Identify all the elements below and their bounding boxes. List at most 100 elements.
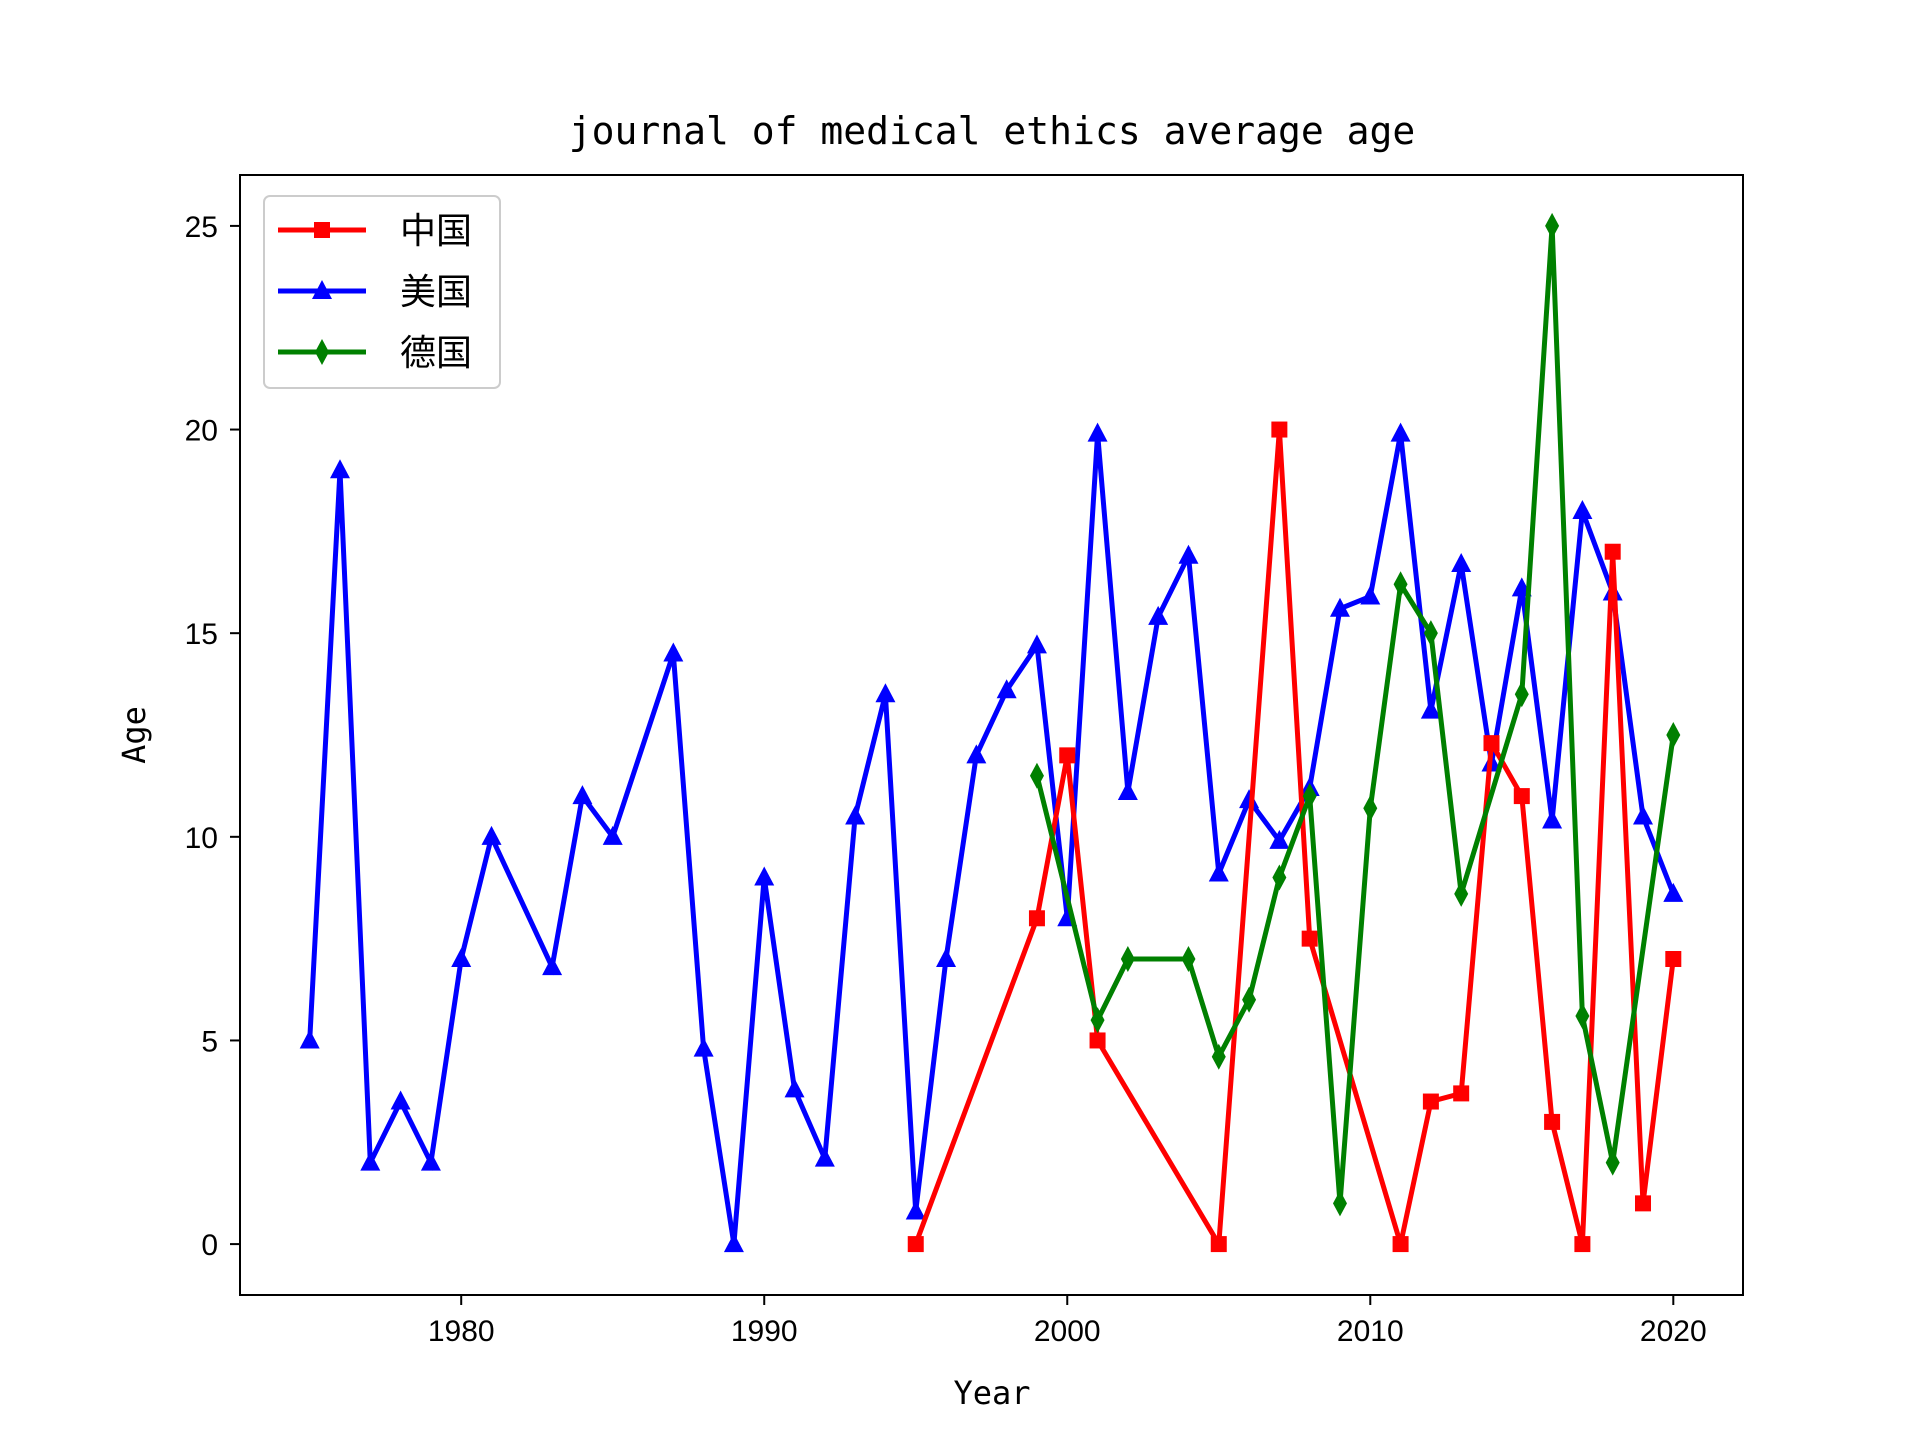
data-point [905,1200,926,1220]
data-point [1090,1007,1105,1034]
x-axis-label: Year [953,1374,1030,1412]
data-point [1513,788,1530,805]
data-point [299,1029,320,1049]
data-point [390,1090,411,1110]
x-axis-ticks: 1980 1990 2000 2010 2020 [428,1295,1707,1348]
data-point [1026,634,1047,654]
data-point [1665,951,1682,967]
data-point [1574,1236,1591,1253]
data-point [1604,543,1621,560]
data-point [1089,1032,1106,1049]
data-point [1360,585,1381,605]
x-tick-label: 1990 [731,1315,798,1348]
data-point [907,1236,924,1253]
data-point [1666,722,1681,748]
data-point [1392,1236,1409,1253]
data-point [754,866,775,886]
data-point [1422,1093,1439,1110]
data-point [1605,1149,1620,1176]
data-point [693,1037,714,1057]
data-point [1393,571,1408,598]
data-point [1572,500,1593,519]
data-point [784,1078,805,1098]
data-point [420,1151,441,1171]
data-point [572,785,593,805]
data-point [1423,620,1438,647]
data-point [723,1233,744,1253]
data-point [1028,910,1045,927]
x-tick-label: 2020 [1640,1315,1707,1348]
data-point [1332,1190,1347,1217]
data-point [663,642,684,662]
plot-area-frame [239,174,1744,1296]
data-point [602,825,623,845]
data-point [329,459,350,479]
legend-label: 德国 [400,333,472,374]
data-point [1575,1003,1590,1030]
data-point [1514,681,1529,708]
data-point [1087,422,1108,442]
legend-label: 中国 [400,211,472,252]
data-point [1544,1113,1561,1130]
data-point [1120,946,1135,972]
data-point [542,956,563,976]
data-point [1545,212,1560,239]
series-line [307,433,1676,1245]
data-point [875,683,896,703]
data-point [1210,1236,1227,1253]
data-point [996,679,1017,699]
data-point [1242,986,1257,1013]
legend-marker [312,280,332,299]
data-point [1633,805,1654,825]
data-point [1635,1195,1652,1212]
legend-marker [315,339,329,365]
data-point [1148,605,1169,625]
data-point [1059,747,1076,764]
y-tick-label: 5 [201,1025,218,1058]
y-tick-label: 0 [201,1229,218,1262]
legend-marker [314,222,330,238]
data-point [1663,882,1684,902]
y-tick-label: 20 [185,415,218,448]
data-point [1269,829,1290,849]
data-point [1483,735,1500,752]
data-point [1117,781,1138,801]
data-point [1208,862,1229,882]
data-point [1542,809,1563,829]
data-point [1211,1043,1226,1070]
chart-title: journal of medical ethics average age [569,109,1415,153]
legend-item: 中国 [278,211,472,252]
legend-item: 美国 [278,272,472,313]
data-point [1302,783,1317,810]
data-point [1329,597,1350,617]
y-tick-label: 15 [185,618,218,651]
data-point [966,744,987,764]
data-point [1181,946,1196,972]
data-point [1454,880,1469,907]
data-point [1271,421,1288,438]
series-layer [299,212,1684,1253]
data-point [1301,930,1318,947]
series-2 [1029,212,1681,1217]
data-point [1453,1085,1470,1102]
legend-item: 德国 [278,333,472,374]
data-point [360,1151,381,1171]
data-point [1178,544,1199,564]
legend-label: 美国 [400,272,472,313]
data-point [1451,552,1472,572]
series-line [1034,225,1676,1204]
legend-box [263,195,501,389]
data-point [936,948,957,967]
x-tick-label: 1980 [428,1315,495,1348]
data-point [1420,699,1441,719]
series-0 [907,421,1682,1253]
y-axis-ticks: 0 5 10 15 20 25 [185,211,240,1262]
series-1 [299,422,1684,1253]
data-point [1390,422,1411,442]
y-axis-label: Age [115,706,153,764]
data-point [481,825,502,845]
y-tick-label: 25 [185,211,218,244]
y-tick-label: 10 [185,822,218,855]
